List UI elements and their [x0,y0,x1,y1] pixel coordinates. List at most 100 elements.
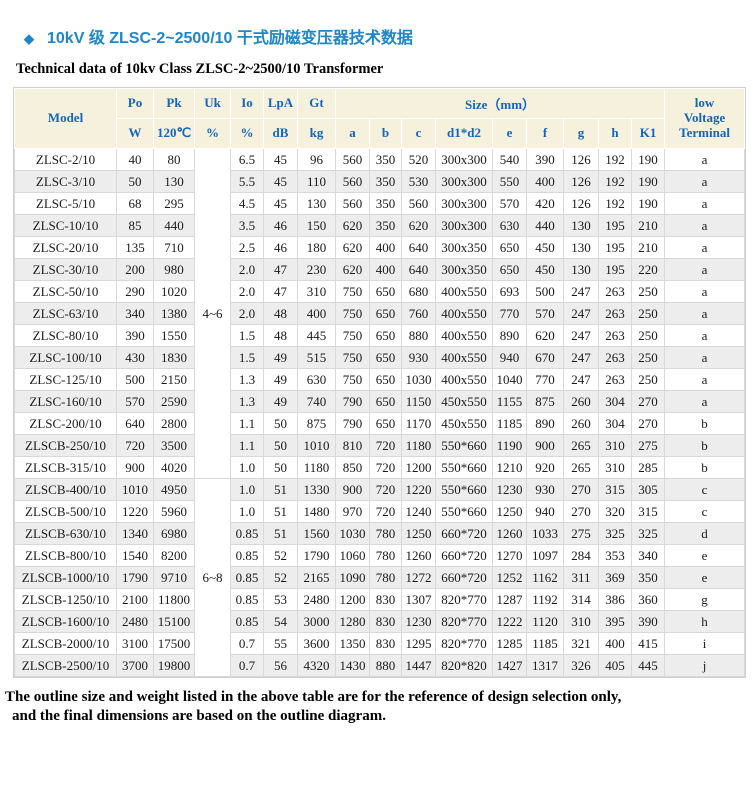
cell-size-k1: 250 [630,323,666,347]
cell-size-d1d2: 300x300 [435,169,493,193]
cell-size-d1d2: 400x550 [435,367,493,391]
cell-size-e: 770 [492,301,527,325]
cell-gt: 96 [297,147,336,171]
cell-size-f: 920 [526,455,564,479]
cell-size-h: 263 [598,279,632,303]
cell-pk: 19800 [153,653,195,677]
terminal-header-line: Terminal [679,124,730,140]
cell-size-a: 750 [335,367,370,391]
cell-size-a: 750 [335,345,370,369]
cell-pk: 130 [153,169,195,193]
unit-header-w: W [116,117,154,149]
col-header-uk: Uk [194,87,231,119]
cell-size-g: 247 [563,323,599,347]
cell-pk: 1550 [153,323,195,347]
cell-model: ZLSC-3/10 [14,169,117,193]
cell-size-e: 630 [492,213,527,237]
cell-gt: 180 [297,235,336,259]
cell-size-e: 1270 [492,543,527,567]
cell-size-a: 1430 [335,653,370,677]
cell-size-b: 720 [369,455,402,479]
size-col-header-g: g [563,117,599,149]
cell-size-g: 126 [563,147,599,171]
cell-size-d1d2: 550*660 [435,499,493,523]
cell-io: 0.85 [230,587,264,611]
cell-size-c: 1200 [401,455,436,479]
size-col-header-h: h [598,117,632,149]
cell-pk: 2800 [153,411,195,435]
cell-size-k1: 325 [630,521,666,545]
cell-size-k1: 270 [630,389,666,413]
cell-model: ZLSCB-500/10 [14,499,117,523]
cell-size-e: 540 [492,147,527,171]
cell-io: 5.5 [230,169,264,193]
cell-size-b: 650 [369,279,402,303]
unit-header-120c: 120℃ [153,117,195,149]
cell-po: 200 [116,257,154,281]
table-row: ZLSCB-800/10 1540 8200 0.85 52 1790 1060 780 126… [14,543,746,567]
cell-lpa: 47 [263,257,298,281]
cell-size-d1d2: 660*720 [435,543,493,567]
col-header-model: Model [14,87,117,149]
cell-size-f: 1192 [526,587,564,611]
col-header-size-group: Size（mm） [334,87,666,119]
cell-io: 4.5 [230,191,264,215]
cell-lpa: 52 [263,565,298,589]
cell-size-h: 304 [598,411,632,435]
cell-size-a: 620 [335,235,370,259]
cell-size-b: 830 [369,587,402,611]
cell-model: ZLSCB-1000/10 [14,565,117,589]
cell-size-g: 314 [563,587,599,611]
cell-pk: 5960 [153,499,195,523]
cell-terminal: b [664,411,746,435]
cell-size-k1: 340 [630,543,666,567]
cell-terminal: a [664,257,746,281]
size-col-header-b: b [369,117,402,149]
cell-size-a: 1350 [335,631,370,655]
cell-size-c: 680 [401,279,436,303]
cell-po: 1010 [116,477,154,501]
cell-size-e: 650 [492,257,527,281]
cell-size-h: 310 [598,433,632,457]
cell-terminal: e [664,565,746,589]
cell-size-a: 750 [335,301,370,325]
terminal-header-line: Voltage [683,109,726,125]
cell-size-a: 560 [335,147,370,171]
cell-size-d1d2: 400x550 [435,301,493,325]
cell-size-e: 1230 [492,477,527,501]
cell-pk: 295 [153,191,195,215]
cell-po: 1790 [116,565,154,589]
cell-gt: 3600 [297,631,336,655]
cell-terminal: h [664,609,746,633]
cell-po: 2480 [116,609,154,633]
cell-lpa: 48 [263,301,298,325]
cell-gt: 130 [297,191,336,215]
cell-io: 0.85 [230,565,264,589]
table-row: ZLSC-10/10 85 440 3.5 46 150 620 350 620 300x300 6… [14,213,746,237]
table-row: ZLSC-3/10 50 130 5.5 45 110 560 350 530 300x300 55… [14,169,746,193]
cell-size-k1: 250 [630,301,666,325]
cell-size-d1d2: 550*660 [435,477,493,501]
cell-size-h: 192 [598,169,632,193]
cell-pk: 1380 [153,301,195,325]
cell-size-c: 640 [401,257,436,281]
cell-gt: 1790 [297,543,336,567]
cell-size-c: 930 [401,345,436,369]
cell-io: 0.85 [230,543,264,567]
cell-po: 85 [116,213,154,237]
cell-gt: 3000 [297,609,336,633]
cell-size-d1d2: 660*720 [435,565,493,589]
cell-terminal: a [664,279,746,303]
cell-terminal: a [664,235,746,259]
table-row: ZLSC-5/10 68 295 4.5 45 130 560 350 560 300x300 57… [14,191,746,215]
cell-io: 1.1 [230,433,264,457]
cell-size-c: 1180 [401,433,436,457]
unit-header-io-pct: % [230,117,264,149]
cell-io: 0.85 [230,521,264,545]
cell-terminal: j [664,653,746,677]
table-row: ZLSCB-250/10 720 3500 1.1 50 1010 810 720 1180 55… [14,433,746,457]
cell-io: 2.5 [230,235,264,259]
cell-gt: 1180 [297,455,336,479]
cell-size-f: 450 [526,257,564,281]
cell-size-g: 260 [563,389,599,413]
